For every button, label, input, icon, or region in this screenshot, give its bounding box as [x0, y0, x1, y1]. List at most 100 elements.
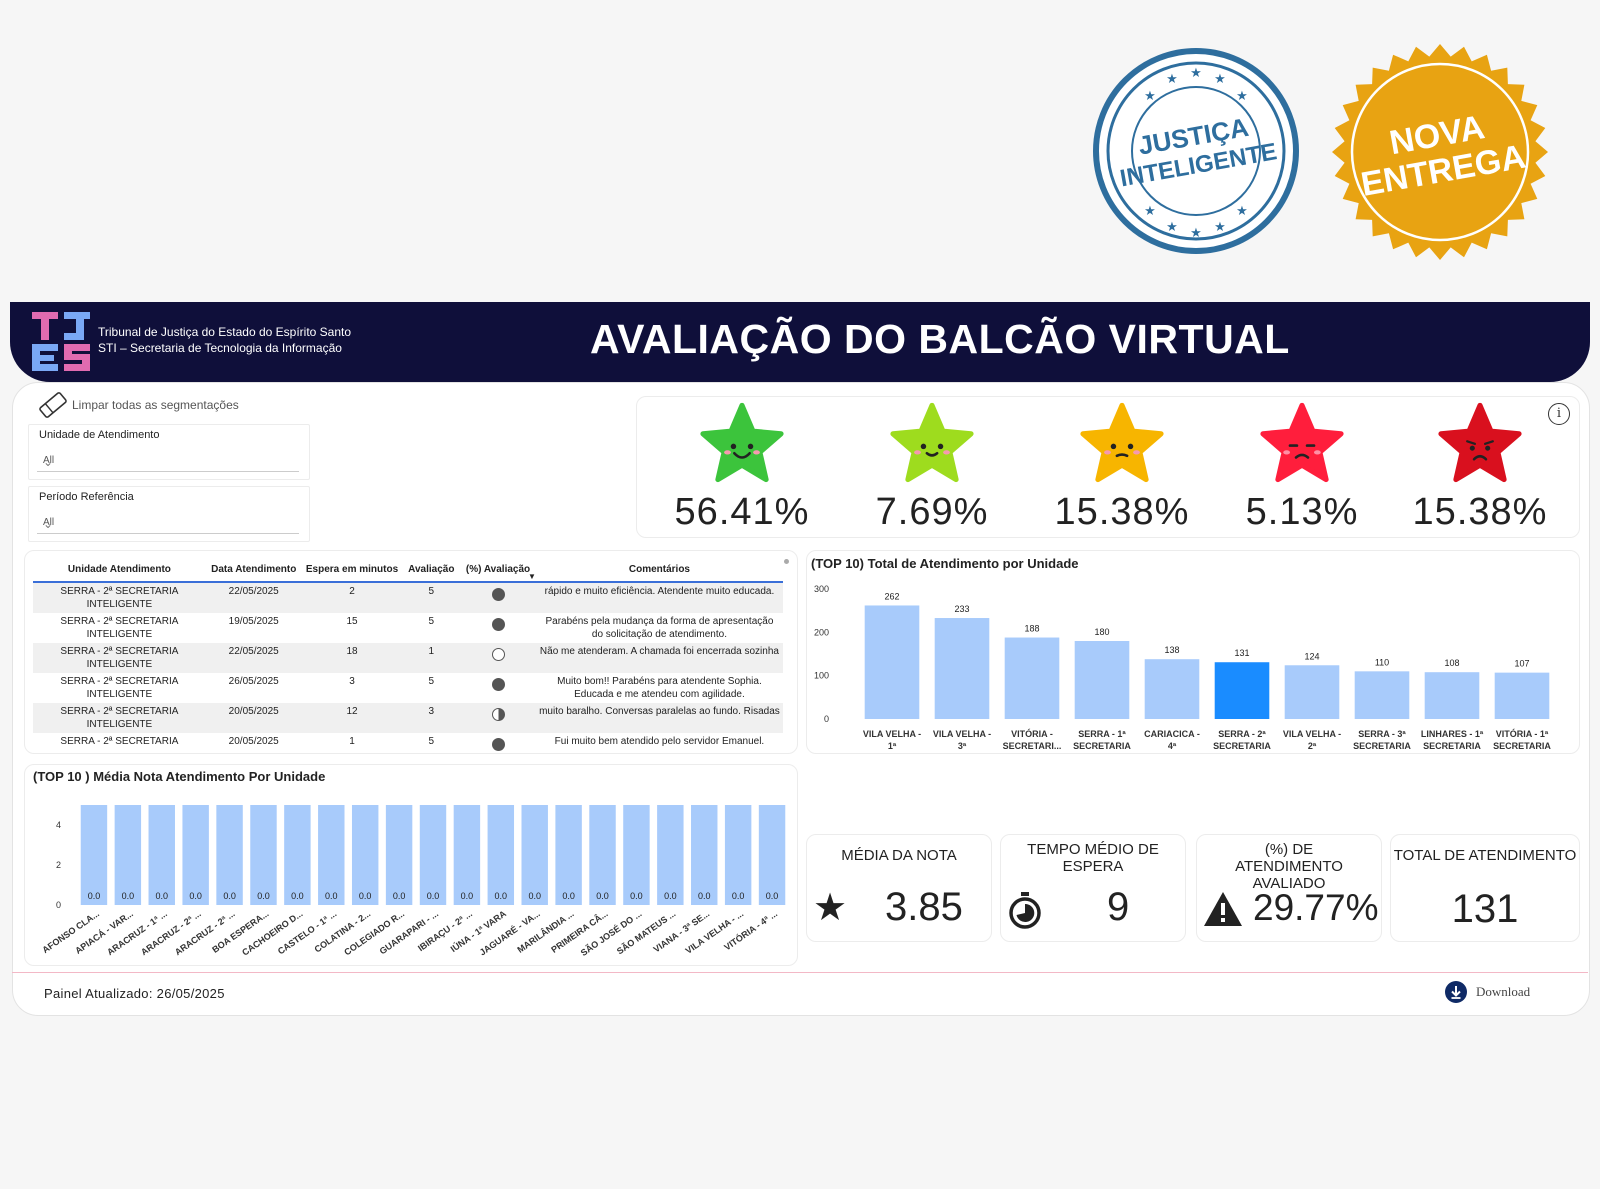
data-label: 0.0 — [257, 891, 270, 901]
bar[interactable] — [1074, 641, 1130, 719]
smile-star-icon — [890, 402, 974, 483]
col-date[interactable]: Data Atendimento — [205, 557, 302, 583]
bar[interactable] — [864, 605, 920, 719]
data-label: 0.0 — [461, 891, 474, 901]
clear-filters-button[interactable]: Limpar todas as segmentações — [36, 392, 239, 418]
unit-dropdown-value: All — [43, 455, 55, 466]
category-label: AFONSO CLA... — [40, 908, 101, 955]
col-rating-pct[interactable]: (%) Avaliação ▼ — [460, 557, 536, 583]
rating-star-2: 7.69% — [852, 402, 1012, 534]
bar[interactable] — [385, 805, 413, 905]
category-label: JAGUARÉ - VA... — [478, 908, 542, 957]
bar[interactable] — [216, 805, 243, 905]
scrollbar-indicator[interactable] — [784, 559, 789, 564]
table-row[interactable]: SERRA - 2ª SECRETARIA INTELIGENTE 22/05/2… — [33, 582, 783, 613]
bar[interactable] — [623, 805, 650, 905]
rating-pct-4: 5.13% — [1245, 491, 1359, 533]
cell-unit: SERRA - 2ª SECRETARIA INTELIGENTE — [33, 582, 206, 613]
cell-unit: SERRA - 2ª SECRETARIA INTELIGENTE — [60, 616, 179, 640]
bar[interactable] — [521, 805, 548, 905]
data-label: 233 — [954, 604, 969, 614]
rating-pct-3: 15.38% — [1054, 491, 1190, 533]
bar[interactable] — [691, 805, 718, 905]
kpi-total-title: TOTAL DE ATENDIMENTO — [1393, 847, 1577, 864]
category-label: PRIMEIRA CÂ... — [549, 908, 610, 955]
cell-rating-indicator — [460, 703, 536, 733]
svg-text:★: ★ — [1144, 89, 1156, 104]
bar[interactable] — [1284, 665, 1340, 719]
bar[interactable] — [1354, 671, 1410, 719]
bar[interactable] — [453, 805, 481, 905]
rating-full-circle-icon — [491, 678, 505, 691]
bar[interactable] — [1004, 637, 1060, 719]
y-tick-label: 200 — [814, 627, 829, 637]
table-row[interactable]: SERRA - 2ª SECRETARIA INTELIGENTE 22/05/2… — [33, 643, 783, 673]
kpi-total-value: 131 — [1451, 887, 1519, 931]
total-by-unit-chart: 0 100 200 300 262 VILA VELHA - 1ª SECRETARI... 2… — [814, 584, 1551, 751]
bar[interactable] — [1144, 659, 1200, 719]
category-label: CASTELO - 1ª ... — [276, 908, 339, 956]
bar[interactable] — [114, 805, 142, 905]
col-comments[interactable]: Comentários — [535, 557, 783, 583]
bar[interactable] — [1424, 672, 1480, 719]
bar[interactable] — [351, 805, 379, 905]
info-icon[interactable]: i — [1548, 403, 1570, 425]
cell-comment: rápido e muito eficiência. Atendente mui… — [535, 582, 783, 613]
bar[interactable] — [148, 805, 175, 905]
bar[interactable] — [934, 618, 990, 719]
warning-icon — [1204, 892, 1242, 926]
total-by-unit-chart-panel: (TOP 10) Total de Atendimento por Unidad… — [806, 550, 1580, 754]
bar[interactable] — [80, 805, 108, 905]
bar[interactable] — [589, 805, 616, 905]
table-row[interactable]: SERRA - 2ª SECRETARIA INTELIGENTE 26/05/2… — [33, 673, 783, 703]
bar[interactable] — [284, 805, 311, 905]
category-label: ARACRUZ - 1ª ... — [105, 908, 169, 957]
bar[interactable] — [250, 805, 277, 905]
bar[interactable] — [419, 805, 447, 905]
col-rating[interactable]: Avaliação — [402, 557, 461, 583]
bar[interactable] — [657, 805, 684, 905]
star-icon: ★ — [813, 885, 848, 929]
category-label: 2ª — [1308, 741, 1317, 751]
unit-dropdown[interactable]: All ⌄ — [37, 449, 299, 472]
bar[interactable] — [555, 805, 582, 905]
table-row[interactable]: SERRA - 2ª SECRETARIA INTELIGENTE 20/05/2… — [33, 703, 783, 733]
bar[interactable] — [758, 805, 786, 905]
cell-comment: Muito bom!! Parabéns para atendente Soph… — [557, 676, 762, 700]
chevron-down-icon: ⌄ — [43, 455, 54, 469]
y-tick-label: 2 — [56, 860, 61, 870]
kpi-pct-title: (%) DE ATENDIMENTO AVALIADO — [1235, 841, 1343, 892]
bar[interactable] — [724, 805, 752, 905]
bar[interactable] — [1494, 672, 1550, 719]
col-wait[interactable]: Espera em minutos — [301, 557, 403, 583]
category-label: CARIACICA - — [1144, 729, 1200, 739]
data-label: 0.0 — [325, 891, 338, 901]
period-slicer: Período Referência All ⌄ — [28, 486, 310, 542]
col-unit[interactable]: Unidade Atendimento — [33, 557, 206, 583]
table-row[interactable]: SERRA - 2ª SECRETARIA INTELIGENTE 19/05/2… — [33, 613, 783, 643]
y-tick-label: 100 — [814, 671, 829, 681]
download-button[interactable]: Download — [1444, 980, 1530, 1004]
bar[interactable] — [1214, 662, 1270, 719]
bar[interactable] — [487, 805, 515, 905]
category-label: SECRETARIA — [1423, 741, 1481, 751]
cell-date: 19/05/2025 — [228, 616, 279, 627]
data-label: 262 — [884, 591, 899, 601]
cell-rating: 5 — [428, 616, 435, 627]
cell-wait: 18 — [301, 643, 403, 673]
bar[interactable] — [318, 805, 345, 905]
page-title: AVALIAÇÃO DO BALCÃO VIRTUAL — [590, 316, 1290, 362]
table-row[interactable]: SERRA - 2ª SECRETARIA 20/05/2025 1 5 Fui mui… — [33, 733, 783, 753]
category-label: SERRA - 1ª — [1078, 729, 1126, 739]
cell-date: 22/05/2025 — [205, 643, 302, 673]
total-chart-title: (TOP 10) Total de Atendimento por Unidad… — [811, 556, 1079, 571]
data-label: 124 — [1304, 651, 1319, 661]
period-dropdown[interactable]: All ⌄ — [37, 511, 299, 534]
svg-text:★: ★ — [1190, 66, 1202, 81]
org-line-1: Tribunal de Justiça do Estado do Espírit… — [98, 325, 352, 339]
data-label: 0.0 — [156, 891, 169, 901]
category-label: SECRETARIA — [1073, 741, 1131, 751]
bar[interactable] — [182, 805, 209, 905]
category-label: BOA ESPERA... — [210, 908, 270, 954]
kpi-evaluated-pct: (%) DE ATENDIMENTO AVALIADO 29.77% — [1196, 834, 1382, 942]
